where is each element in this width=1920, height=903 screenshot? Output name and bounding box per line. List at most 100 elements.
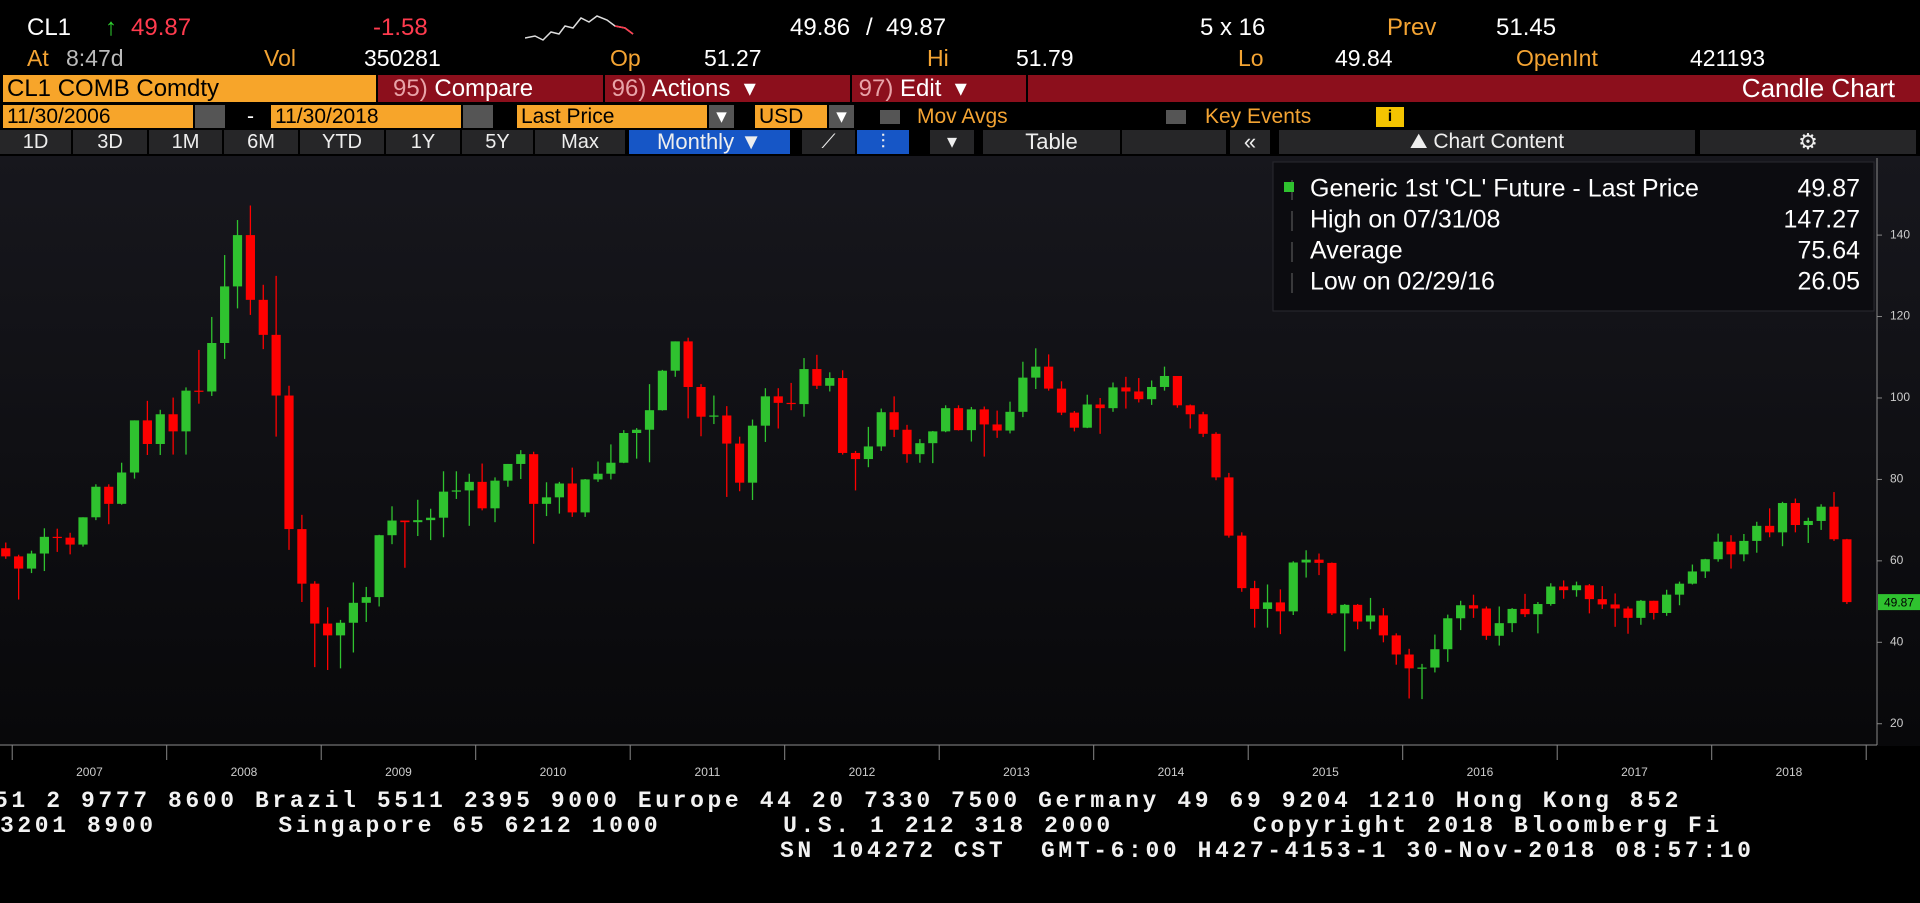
sparkline [525, 15, 634, 41]
candle-body [220, 286, 230, 344]
candle-body [928, 431, 938, 444]
vol: 350281 [364, 45, 441, 71]
frequency-button[interactable]: Monthly ▼ [629, 130, 790, 154]
candle-body [1610, 604, 1620, 609]
candle-body [1031, 366, 1041, 378]
prev: 51.45 [1496, 14, 1557, 41]
candle-body [541, 497, 552, 504]
y-tick-label: 140 [1890, 227, 1910, 241]
candle-body [426, 517, 436, 521]
candle-body [91, 486, 101, 518]
candle-body [1365, 615, 1376, 622]
vol-label: Vol [264, 45, 296, 71]
dropdown[interactable]: ▾ [709, 105, 734, 128]
candle-body [915, 443, 925, 455]
mov-avgs[interactable]: Mov Avgs [917, 105, 1008, 128]
candle-body [979, 409, 989, 425]
calendar-button[interactable] [463, 105, 493, 128]
candle-body [284, 395, 294, 530]
candle-body [760, 396, 770, 426]
legend-value: 26.05 [1797, 268, 1860, 296]
candle-body [1726, 541, 1736, 555]
candle-body [657, 370, 667, 411]
candle-body [413, 520, 423, 523]
candle-body [258, 299, 268, 335]
open: 51.27 [704, 45, 762, 71]
lo-label: Lo [1238, 45, 1264, 71]
candle-body [1224, 477, 1234, 536]
separator: / [866, 14, 873, 41]
calendar-button[interactable] [195, 105, 225, 128]
candle-body [1829, 506, 1839, 540]
candle-body [644, 410, 655, 430]
hi: 51.79 [1016, 45, 1074, 71]
candle-body [52, 536, 62, 539]
checkbox[interactable] [880, 110, 900, 124]
candle-body [902, 429, 912, 455]
footer-line: 3201 8900 Singapore 65 6212 1000 U.S. 1 … [0, 813, 1723, 839]
legend-value: 49.87 [1797, 175, 1860, 203]
candle-body [464, 481, 474, 491]
collapse-button[interactable]: « [1230, 130, 1270, 154]
candle-body [1340, 604, 1350, 614]
candle-body [773, 396, 783, 403]
candle-body [271, 334, 281, 396]
line-icon[interactable]: ⟋ [802, 130, 855, 154]
period-button[interactable]: 1D [0, 130, 71, 154]
menu-actions[interactable]: 96) Actions ▾ [603, 75, 848, 102]
info-icon[interactable]: i [1376, 107, 1404, 127]
candle-body [232, 235, 243, 287]
candle-body [1250, 588, 1260, 609]
candle-body [26, 553, 37, 569]
candle-body [1044, 366, 1054, 389]
candle-body [1700, 559, 1710, 572]
candle-body [1172, 375, 1182, 406]
y-tick-label: 80 [1890, 472, 1904, 486]
start-date[interactable]: 11/30/2006 [3, 105, 193, 128]
spacer [1122, 130, 1226, 154]
menu-edit[interactable]: 97) Edit ▾ [850, 75, 1028, 102]
dropdown[interactable]: ▾ [930, 130, 974, 154]
legend-label: Average [1310, 237, 1403, 265]
candle-icon[interactable]: ⫶ [857, 130, 909, 154]
x-tick-label: 2018 [1776, 765, 1803, 779]
candle-body [1687, 571, 1697, 584]
candle-body [503, 463, 513, 481]
x-tick-label: 2010 [540, 765, 567, 779]
period-button[interactable]: 6M [224, 130, 298, 154]
view-title: Candle Chart [1741, 75, 1895, 102]
checkbox[interactable] [1166, 110, 1186, 124]
period-button[interactable]: 1M [149, 130, 222, 154]
candle-body [863, 446, 873, 460]
field-select[interactable]: Last Price [517, 105, 707, 128]
candle-body [104, 486, 114, 504]
currency-select[interactable]: USD [755, 105, 827, 128]
candle-body [1288, 562, 1298, 612]
period-button[interactable]: 3D [73, 130, 147, 154]
legend-label: High on 07/31/08 [1310, 206, 1500, 234]
candle-body [78, 517, 88, 545]
period-button[interactable]: Max [535, 130, 625, 154]
security-field[interactable]: CL1 COMB Comdty [3, 75, 376, 102]
period-button[interactable]: YTD [300, 130, 384, 154]
x-tick-label: 2008 [231, 765, 258, 779]
dropdown[interactable]: ▾ [829, 105, 854, 128]
menu-compare[interactable]: 95) Compare [393, 75, 598, 102]
key-events[interactable]: Key Events [1205, 105, 1312, 128]
candle-body [1533, 604, 1543, 615]
candle-body [670, 341, 680, 371]
candle-body [1777, 503, 1788, 533]
lo: 49.84 [1335, 45, 1393, 71]
end-date[interactable]: 11/30/2018 [271, 105, 461, 128]
table-button[interactable]: Table [983, 130, 1120, 154]
period-button[interactable]: 1Y [386, 130, 460, 154]
period-button[interactable]: 5Y [462, 130, 533, 154]
settings-button[interactable]: ⚙ [1700, 130, 1916, 154]
candle-body [1185, 405, 1195, 415]
chart-content-button[interactable]: ⛰ Chart Content [1279, 130, 1695, 154]
y-tick-label: 100 [1890, 390, 1910, 404]
candle-body [1404, 654, 1414, 669]
candle-body [1237, 535, 1247, 589]
candle-body [129, 420, 140, 473]
